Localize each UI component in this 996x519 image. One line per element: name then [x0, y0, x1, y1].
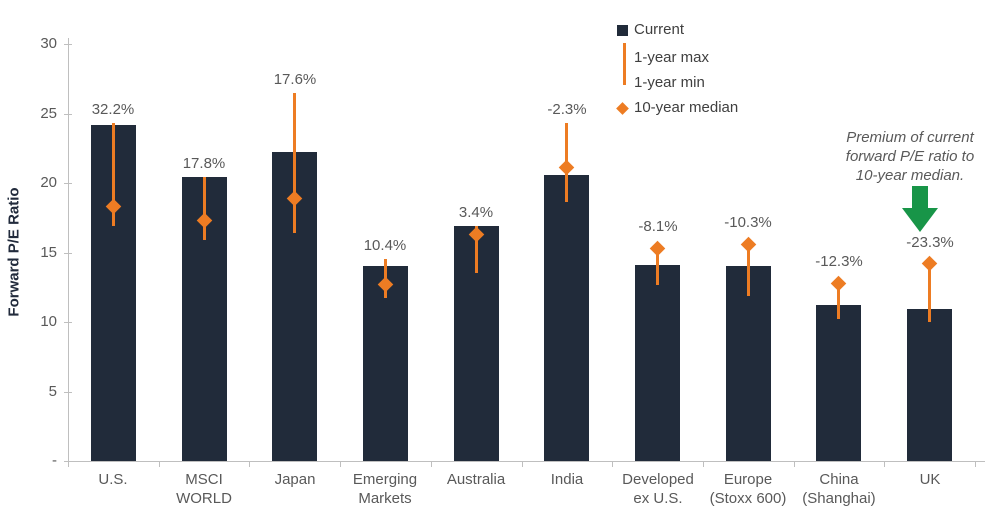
median-diamond	[921, 255, 938, 272]
premium-label: -12.3%	[815, 253, 863, 270]
whisker-range	[747, 243, 750, 296]
x-axis-label: (Stoxx 600)	[709, 490, 787, 507]
legend-item-1-year-max: 1-year max	[617, 50, 709, 66]
x-tick	[522, 461, 523, 467]
premium-label: 17.6%	[273, 71, 317, 88]
x-axis-label: India	[550, 471, 584, 488]
premium-label: -10.3%	[724, 214, 772, 231]
x-tick	[884, 461, 885, 467]
x-axis-label: Developed	[622, 471, 694, 488]
median-diamond	[649, 240, 666, 257]
x-axis-label: Europe	[723, 471, 773, 488]
y-tick	[64, 322, 72, 323]
down-arrow-icon	[902, 186, 938, 232]
premium-label: -23.3%	[906, 234, 954, 251]
x-axis-label: Australia	[446, 471, 506, 488]
y-tick-label: 30	[40, 35, 57, 52]
y-tick-label: 20	[40, 174, 57, 191]
x-axis-label: Emerging	[352, 471, 418, 488]
whisker-range	[293, 93, 296, 233]
legend-item-current: Current	[617, 22, 684, 38]
whisker-range	[112, 123, 115, 226]
legend-label-1-year-max: 1-year max	[634, 49, 710, 66]
median-diamond	[558, 159, 575, 176]
x-axis-label: (Shanghai)	[802, 490, 876, 507]
whisker-range	[837, 283, 840, 319]
x-axis-label: U.S.	[98, 471, 128, 488]
x-axis-label: Japan	[274, 471, 316, 488]
bar-current	[544, 175, 589, 461]
x-axis-line	[68, 461, 985, 462]
y-tick-label: 5	[48, 383, 57, 400]
x-axis-label: WORLD	[176, 490, 232, 507]
y-axis-line	[68, 38, 69, 461]
y-tick-label: 15	[40, 244, 57, 261]
x-tick	[975, 461, 976, 467]
y-tick	[64, 392, 72, 393]
legend-label-10-year-median: 10-year median	[634, 99, 739, 116]
annotation-line-1: Premium of current	[846, 129, 974, 146]
legend-item-1-year-min: 1-year min	[617, 75, 705, 91]
bar-current	[907, 309, 952, 461]
y-tick	[64, 253, 72, 254]
x-tick	[703, 461, 704, 467]
x-tick	[431, 461, 432, 467]
premium-label: 32.2%	[91, 101, 135, 118]
bar-current	[363, 266, 408, 461]
x-axis-label: China	[819, 471, 859, 488]
annotation-line-3: 10-year median.	[855, 167, 965, 184]
range-line-icon	[623, 43, 626, 85]
premium-label: -2.3%	[547, 101, 587, 118]
x-tick	[340, 461, 341, 467]
legend-item-10-year-median: 10-year median	[616, 99, 739, 116]
x-axis-label: ex U.S.	[633, 490, 683, 507]
median-diamond-icon	[616, 102, 629, 115]
x-tick	[794, 461, 795, 467]
bar-current	[726, 266, 771, 461]
whisker-range	[656, 247, 659, 285]
y-tick-label: 25	[40, 105, 57, 122]
whisker-range	[203, 177, 206, 240]
y-tick	[64, 183, 72, 184]
premium-label: -8.1%	[638, 218, 678, 235]
premium-label: 17.8%	[182, 155, 226, 172]
x-tick	[249, 461, 250, 467]
median-diamond	[830, 275, 847, 292]
current-square-icon	[617, 25, 628, 36]
bar-current	[635, 265, 680, 461]
y-tick-label: 10	[40, 313, 57, 330]
premium-label: 3.4%	[458, 204, 494, 221]
annotation-text: Premium of current forward P/E ratio to …	[826, 128, 994, 185]
x-tick	[159, 461, 160, 467]
whisker-range	[475, 226, 478, 273]
annotation-line-2: forward P/E ratio to	[845, 148, 975, 165]
y-tick	[64, 44, 72, 45]
median-diamond	[740, 236, 757, 253]
legend-label-current: Current	[634, 21, 685, 38]
y-tick	[64, 114, 72, 115]
legend: Current 1-year max 1-year min 10-year me…	[616, 8, 807, 118]
x-tick	[612, 461, 613, 467]
legend-label-1-year-min: 1-year min	[634, 74, 705, 91]
premium-label: 10.4%	[363, 237, 407, 254]
whisker-range	[928, 264, 931, 322]
x-axis-label: UK	[919, 471, 941, 488]
x-tick	[68, 461, 69, 467]
x-axis-label: Markets	[358, 490, 412, 507]
y-tick-label: -	[52, 452, 57, 469]
x-axis-label: MSCI	[185, 471, 223, 488]
bar-current	[816, 305, 861, 461]
